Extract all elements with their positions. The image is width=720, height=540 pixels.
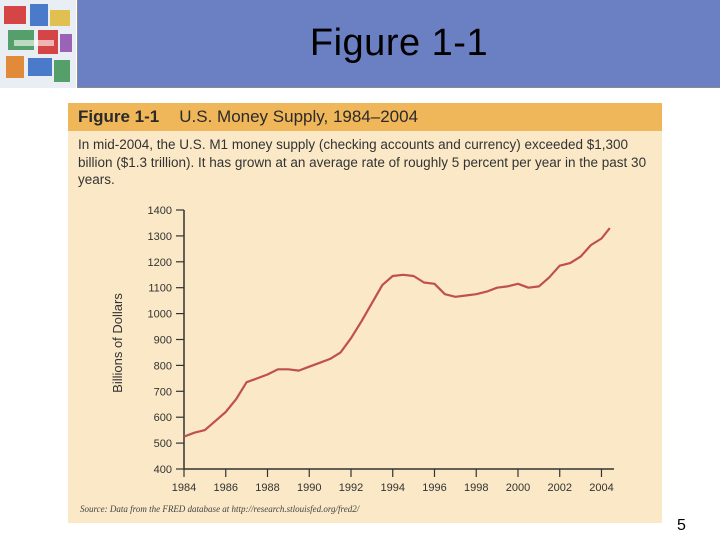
x-tick-label: 2004 bbox=[589, 482, 613, 494]
x-tick-label: 1998 bbox=[464, 482, 488, 494]
x-tick-label: 1986 bbox=[214, 482, 238, 494]
y-axis-label: Billions of Dollars bbox=[110, 293, 125, 393]
x-tick-label: 1990 bbox=[297, 482, 321, 494]
y-tick-label: 900 bbox=[154, 335, 172, 347]
series-line-0 bbox=[183, 227, 611, 438]
figure-panel: Figure 1-1 U.S. Money Supply, 1984–2004 I… bbox=[68, 103, 662, 523]
x-tick-label: 1992 bbox=[339, 482, 363, 494]
y-tick-label: 1100 bbox=[148, 283, 172, 295]
y-tick-label: 400 bbox=[154, 464, 172, 476]
y-tick-label: 1300 bbox=[148, 231, 172, 243]
y-tick-label: 800 bbox=[154, 360, 172, 372]
x-tick-label: 1988 bbox=[255, 482, 279, 494]
y-tick-label: 1200 bbox=[148, 257, 172, 269]
page-number: 5 bbox=[677, 517, 686, 534]
figure-header: Figure 1-1 U.S. Money Supply, 1984–2004 bbox=[68, 103, 662, 131]
y-tick-label: 1400 bbox=[148, 205, 172, 217]
slide-title: Figure 1-1 bbox=[309, 22, 489, 64]
x-tick-label: 1994 bbox=[380, 482, 404, 494]
y-tick-label: 700 bbox=[154, 386, 172, 398]
slide-header: Figure 1-1 bbox=[77, 0, 720, 88]
x-tick-label: 1984 bbox=[172, 482, 196, 494]
money-supply-chart: 400 500 600 700 800 900 1000 1100 1200 1300 1400 1… bbox=[110, 205, 614, 494]
figure-caption: In mid-2004, the U.S. M1 money supply (c… bbox=[78, 137, 647, 187]
y-tick-label: 1000 bbox=[148, 309, 172, 321]
x-tick-label: 1996 bbox=[422, 482, 446, 494]
y-tick-label: 500 bbox=[154, 438, 172, 450]
series-group bbox=[183, 227, 611, 438]
figure-label: Figure 1-1 bbox=[78, 107, 160, 126]
y-axis: 400 500 600 700 800 900 1000 1100 1200 1300 1400 bbox=[148, 205, 185, 476]
x-tick-label: 2000 bbox=[506, 482, 530, 494]
logo-graphic bbox=[4, 4, 72, 82]
figure-source: Source: Data from the FRED database at h… bbox=[80, 504, 360, 514]
logo bbox=[0, 0, 76, 88]
y-tick-label: 600 bbox=[154, 412, 172, 424]
x-axis: 1984 1986 1988 1990 1992 1994 1996 1998 2000 2002… bbox=[172, 468, 614, 494]
x-tick-label: 2002 bbox=[547, 482, 571, 494]
figure-heading: U.S. Money Supply, 1984–2004 bbox=[179, 107, 419, 126]
